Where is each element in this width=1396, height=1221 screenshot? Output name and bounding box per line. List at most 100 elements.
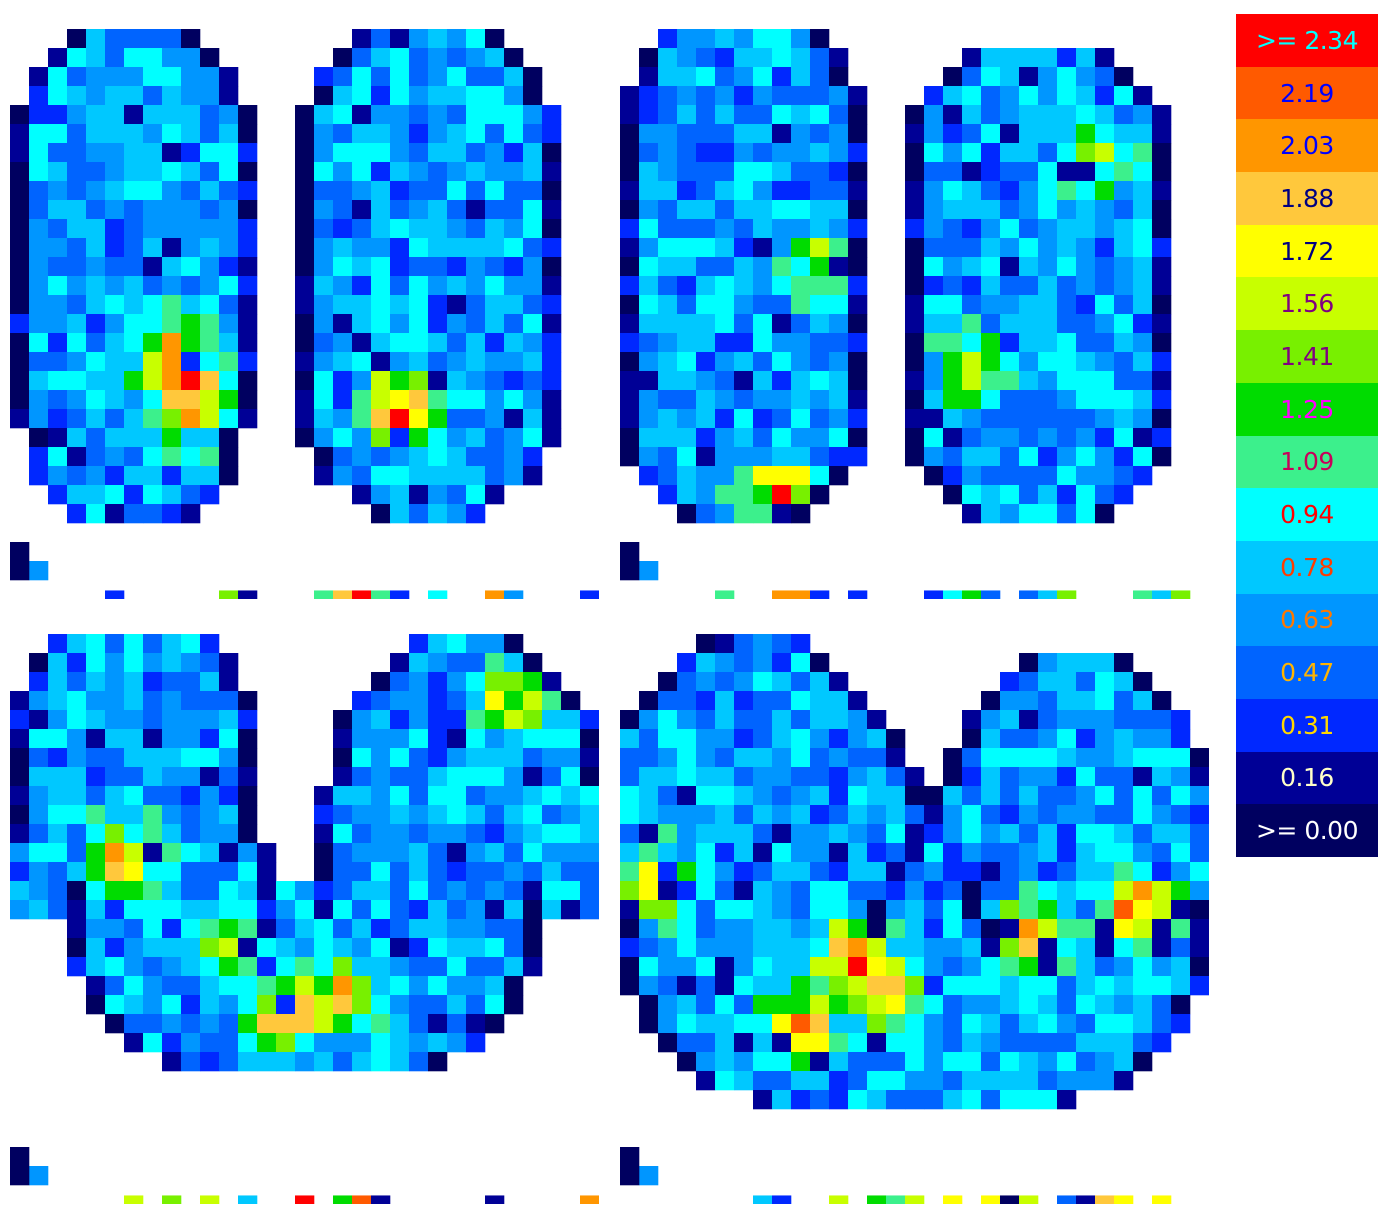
heatmap-cell: [829, 219, 849, 239]
heatmap-cell: [829, 862, 849, 882]
heatmap-cell: [924, 805, 944, 825]
heatmap-cell: [86, 219, 106, 239]
heatmap-cell: [1152, 276, 1172, 296]
heatmap-cell: [677, 48, 697, 68]
heatmap-cell: [734, 333, 754, 353]
heatmap-cell: [67, 371, 87, 391]
heatmap-cell: [48, 786, 68, 806]
heatmap-cell: [105, 485, 125, 505]
heatmap-cell: [791, 938, 811, 958]
heatmap-cell: [1076, 938, 1096, 958]
heatmap-cell: [715, 672, 735, 692]
heatmap-cell: [791, 995, 811, 1015]
heatmap-cell: [200, 371, 220, 391]
heatmap-cell: [848, 843, 868, 863]
heatmap-cell: [10, 710, 30, 730]
heatmap-cell: [428, 710, 448, 730]
heatmap-cell: [238, 729, 258, 749]
heatmap-cell: [981, 200, 1001, 220]
heatmap-cell: [466, 729, 486, 749]
heatmap-cell: [981, 843, 1001, 863]
heatmap-cell: [1114, 824, 1134, 844]
heatmap-cell: [620, 200, 640, 220]
heatmap-cell: [981, 276, 1001, 296]
heatmap-cell: [734, 390, 754, 410]
heatmap-cell: [1057, 504, 1077, 524]
heatmap-cell: [409, 976, 429, 996]
heatmap-cell: [352, 824, 372, 844]
heatmap-cell: [333, 995, 353, 1015]
heatmap-cell: [1095, 1195, 1115, 1204]
heatmap-cell: [829, 333, 849, 353]
heatmap-cell: [371, 238, 391, 258]
heatmap-cell: [639, 900, 659, 920]
heatmap-cell: [504, 181, 524, 201]
heatmap-cell: [86, 390, 106, 410]
heatmap-cell: [924, 143, 944, 163]
heatmap-cell: [447, 86, 467, 106]
heatmap-cell: [409, 447, 429, 467]
heatmap-cell: [791, 466, 811, 486]
heatmap-cell: [523, 181, 543, 201]
heatmap-cell: [466, 295, 486, 315]
heatmap-cell: [561, 824, 581, 844]
heatmap-cell: [162, 976, 182, 996]
heatmap-cell: [428, 390, 448, 410]
heatmap-cell: [1114, 862, 1134, 882]
heatmap-cell: [238, 805, 258, 825]
heatmap-cell: [1057, 976, 1077, 996]
heatmap-cell: [352, 805, 372, 825]
heatmap-cell: [67, 843, 87, 863]
heatmap-cell: [105, 957, 125, 977]
heatmap-cell: [371, 805, 391, 825]
heatmap-cell: [86, 162, 106, 182]
heatmap-cell: [428, 1014, 448, 1034]
heatmap-cell: [333, 162, 353, 182]
heatmap-cell: [810, 390, 830, 410]
heatmap-cell: [466, 371, 486, 391]
heatmap-cell: [1114, 1033, 1134, 1053]
heatmap-cell: [905, 995, 925, 1015]
heatmap-cell: [371, 938, 391, 958]
heatmap-cell: [867, 786, 887, 806]
heatmap-cell: [67, 257, 87, 277]
heatmap-cell: [295, 333, 315, 353]
heatmap-cell: [162, 786, 182, 806]
heatmap-cell: [715, 881, 735, 901]
heatmap-cell: [696, 995, 716, 1015]
heatmap-cell: [1076, 333, 1096, 353]
heatmap-cell: [677, 485, 697, 505]
heatmap-cell: [943, 67, 963, 87]
heatmap-cell: [314, 67, 334, 87]
heatmap-cell: [734, 862, 754, 882]
heatmap-cell: [1133, 352, 1153, 372]
heatmap-cell: [1057, 181, 1077, 201]
heatmap-cell: [219, 729, 239, 749]
heatmap-cell: [905, 143, 925, 163]
heatmap-cell: [829, 105, 849, 125]
heatmap-cell: [485, 314, 505, 334]
heatmap-cell: [1038, 805, 1058, 825]
heatmap-cell: [447, 767, 467, 787]
heatmap-cell: [772, 824, 792, 844]
heatmap-cell: [1057, 238, 1077, 258]
heatmap-cell: [143, 29, 163, 49]
heatmap-cell: [371, 428, 391, 448]
heatmap-cell: [962, 105, 982, 125]
heatmap-cell: [1133, 590, 1153, 599]
heatmap-cell: [1114, 314, 1134, 334]
heatmap-cell: [696, 219, 716, 239]
heatmap-cell: [390, 314, 410, 334]
heatmap-cell: [409, 428, 429, 448]
heatmap-cell: [1076, 371, 1096, 391]
heatmap-cell: [677, 371, 697, 391]
heatmap-cell: [696, 504, 716, 524]
heatmap-cell: [1019, 748, 1039, 768]
heatmap-cell: [447, 428, 467, 448]
heatmap-cell: [1076, 691, 1096, 711]
heatmap-cell: [86, 938, 106, 958]
heatmap-cell: [181, 390, 201, 410]
heatmap-cell: [371, 67, 391, 87]
heatmap-cell: [943, 86, 963, 106]
heatmap-cell: [981, 900, 1001, 920]
